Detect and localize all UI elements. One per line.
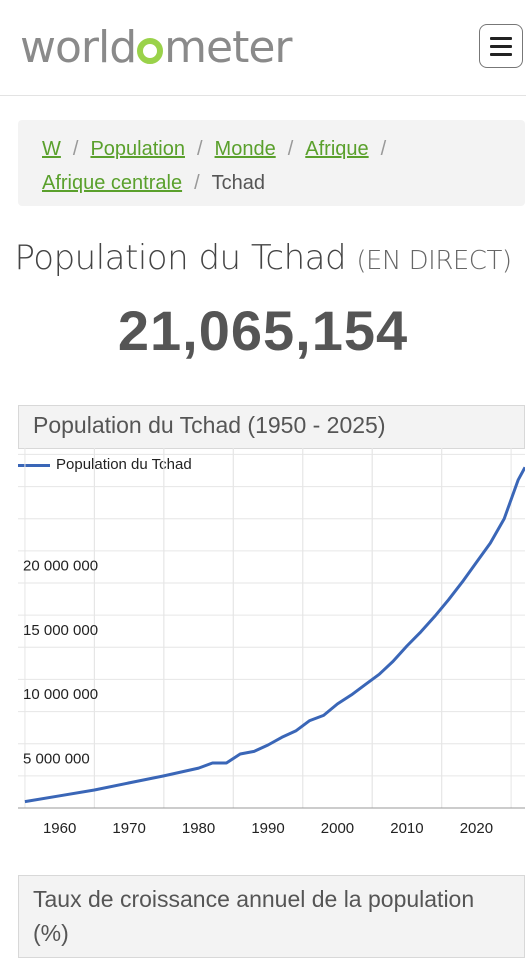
y-tick-label: 10 000 000 bbox=[23, 686, 98, 703]
breadcrumb-link-afrique-centrale[interactable]: Afrique centrale bbox=[42, 172, 183, 194]
y-tick-label: 15 000 000 bbox=[23, 622, 98, 639]
hamburger-icon-bar bbox=[490, 53, 512, 56]
hamburger-icon-bar bbox=[490, 37, 512, 40]
site-header: world meter bbox=[0, 0, 526, 96]
population-counter: 21,065,154 bbox=[117, 299, 409, 362]
worldometer-logo[interactable]: world meter bbox=[20, 22, 293, 73]
hamburger-icon-bar bbox=[490, 45, 512, 48]
x-tick-label: 1990 bbox=[251, 820, 284, 837]
breadcrumb-link-population[interactable]: Population bbox=[90, 138, 185, 160]
logo-circle-icon bbox=[137, 38, 164, 64]
y-tick-label: 5 000 000 bbox=[23, 750, 90, 767]
breadcrumb: W / Population / Monde / Afrique / Afrique centr… bbox=[18, 120, 525, 206]
x-tick-label: 1970 bbox=[112, 820, 145, 837]
legend-label: Population du Tchad bbox=[56, 456, 192, 473]
breadcrumb-link-afrique[interactable]: Afrique bbox=[305, 138, 369, 160]
chart-panel-heading: Population du Tchad (1950 - 2025) bbox=[18, 405, 525, 449]
breadcrumb-link-w[interactable]: W bbox=[42, 138, 61, 160]
chart-legend[interactable]: Population du Tchad bbox=[18, 456, 192, 473]
x-tick-label: 2010 bbox=[390, 820, 423, 837]
page-title: Population du Tchad (EN DIRECT) bbox=[0, 238, 526, 278]
x-tick-label: 2000 bbox=[321, 820, 354, 837]
x-tick-label: 1980 bbox=[182, 820, 215, 837]
menu-button[interactable] bbox=[479, 24, 523, 68]
x-tick-label: 2020 bbox=[460, 820, 493, 837]
page-title-text: Population du Tchad bbox=[14, 238, 347, 278]
breadcrumb-current: Tchad bbox=[211, 172, 266, 194]
population-chart[interactable]: 5 000 000 10 000 000 15 000 000 20 000 000 1… bbox=[18, 448, 525, 840]
legend-swatch bbox=[18, 463, 50, 467]
breadcrumb-link-monde[interactable]: Monde bbox=[214, 138, 276, 160]
y-tick-label: 20 000 000 bbox=[23, 558, 98, 575]
growth-panel-heading: Taux de croissance annuel de la populati… bbox=[18, 875, 525, 958]
live-label: (EN DIRECT) bbox=[356, 246, 512, 276]
x-tick-label: 1960 bbox=[43, 820, 76, 837]
series-line[interactable] bbox=[24, 466, 525, 804]
